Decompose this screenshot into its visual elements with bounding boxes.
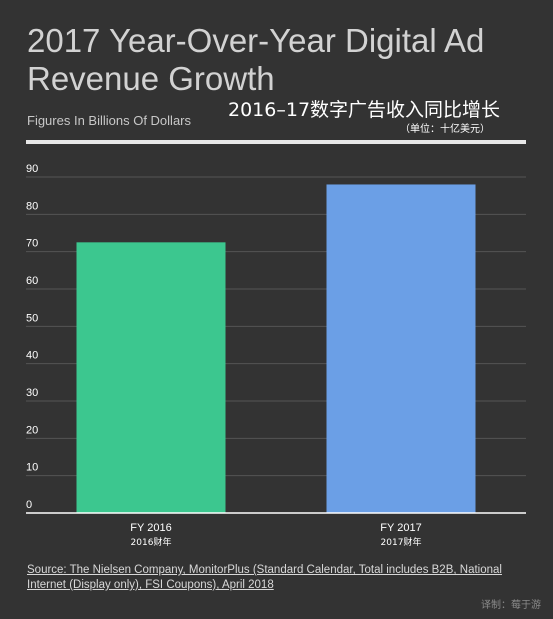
- chinese-unit-note: （单位：十亿美元）: [400, 124, 490, 135]
- translator-credit: 译制：莓于游: [481, 600, 541, 611]
- x-category-label: FY 2017: [380, 522, 421, 534]
- chart-subtitle: Figures In Billions Of Dollars: [27, 113, 191, 128]
- y-tick-label: 80: [26, 200, 38, 212]
- bar: [326, 184, 476, 513]
- y-tick-label: 30: [26, 387, 38, 399]
- source-note: Source: The Nielsen Company, MonitorPlus…: [27, 564, 502, 591]
- chart-title: 2017 Year-Over-Year Digital Ad Revenue G…: [27, 22, 485, 97]
- y-tick-label: 0: [26, 499, 32, 511]
- y-tick-label: 40: [26, 350, 38, 362]
- y-tick-label: 90: [26, 163, 38, 175]
- bar: [76, 242, 226, 513]
- y-tick-label: 10: [26, 462, 38, 474]
- x-category-label-zh: 2017财年: [381, 536, 422, 548]
- chinese-title: 2016–17数字广告收入同比增长: [228, 99, 501, 121]
- y-tick-label: 50: [26, 312, 38, 324]
- header-divider: [26, 140, 526, 144]
- bar-chart: 0 10 20 30 40 50 60 70 80 90 FY 2016 2016财年 FY 2017 2…: [26, 163, 526, 548]
- y-tick-label: 20: [26, 424, 38, 436]
- x-category-label-zh: 2016财年: [131, 536, 172, 548]
- x-category-label: FY 2016: [130, 522, 171, 534]
- y-tick-label: 70: [26, 238, 38, 250]
- y-tick-label: 60: [26, 275, 38, 287]
